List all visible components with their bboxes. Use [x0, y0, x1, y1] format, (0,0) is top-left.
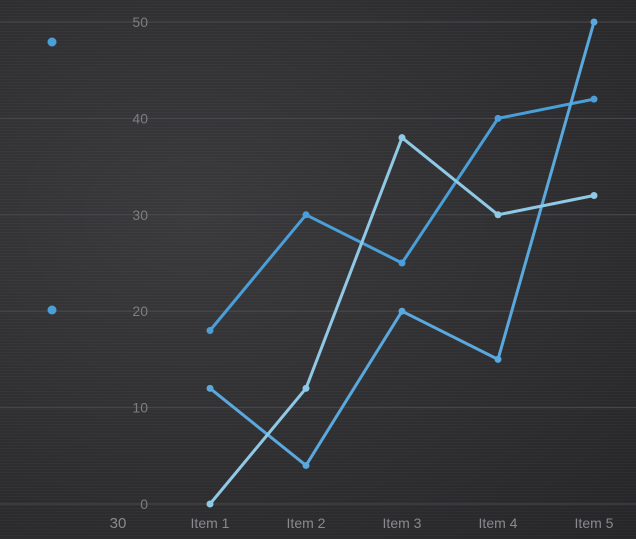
data-point — [398, 259, 406, 267]
series-3 — [206, 134, 598, 508]
data-point — [206, 326, 214, 334]
legend-marker — [47, 305, 57, 315]
legend — [47, 37, 57, 315]
y-tick-label: 40 — [132, 110, 148, 126]
data-point — [494, 355, 502, 363]
data-point — [206, 500, 214, 508]
series-1 — [206, 95, 598, 334]
data-point — [302, 211, 310, 219]
data-point — [590, 192, 598, 200]
y-tick-label: 30 — [132, 207, 148, 223]
series-line — [208, 136, 596, 506]
x-tick-label: Item 1 — [191, 515, 230, 531]
grid-layer — [0, 21, 636, 505]
x-tick-label: Item 3 — [383, 515, 422, 531]
data-point — [590, 95, 598, 103]
x-axis-ticks: Item 1 Item 2 Item 3 Item 4 Item 5 — [191, 515, 614, 531]
data-point — [302, 384, 310, 392]
data-point — [206, 384, 214, 392]
x-tick-label: Item 2 — [287, 515, 326, 531]
series-line — [208, 20, 596, 467]
y-tick-label: 50 — [132, 14, 148, 30]
data-point — [398, 134, 406, 142]
data-point — [590, 18, 598, 26]
data-point — [302, 461, 310, 469]
series-layer — [206, 18, 598, 508]
data-point — [494, 211, 502, 219]
x-tick-label: Item 4 — [479, 515, 518, 531]
y-tick-label: 10 — [132, 400, 148, 416]
series-2 — [206, 18, 598, 469]
extra-axis-label: 30 — [110, 515, 127, 532]
y-tick-label: 20 — [132, 303, 148, 319]
x-tick-label: Item 5 — [575, 515, 614, 531]
y-axis-ticks: 0 10 20 30 40 50 — [132, 14, 148, 512]
legend-marker — [47, 37, 57, 47]
data-point — [494, 114, 502, 122]
data-point — [398, 307, 406, 315]
y-tick-label: 0 — [140, 496, 148, 512]
